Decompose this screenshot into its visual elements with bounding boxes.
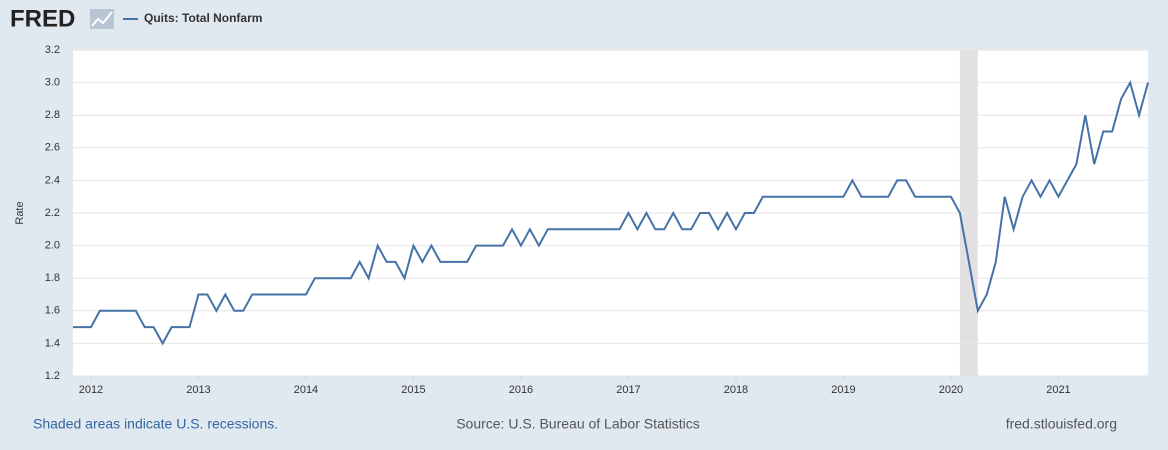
x-tick-label: 2015 [401,384,425,396]
x-tick-label: 2021 [1046,384,1070,396]
source: Source: U.S. Bureau of Labor Statistics [456,416,700,432]
x-tick-label: 2012 [79,384,103,396]
y-axis-label: Rate [14,201,26,224]
y-tick-label: 2.2 [45,207,60,219]
logo: FRED [10,5,75,32]
x-tick-label: 2016 [509,384,533,396]
x-tick-label: 2018 [724,384,748,396]
y-tick-label: 1.8 [45,272,60,284]
y-tick-label: 1.6 [45,305,60,317]
y-tick-label: 3.0 [45,77,60,89]
y-tick-label: 3.2 [45,44,60,56]
y-tick-label: 2.8 [45,109,60,121]
legend-label: Quits: Total Nonfarm [144,11,262,25]
y-tick-label: 2.4 [45,174,60,186]
x-tick-label: 2017 [616,384,640,396]
site: fred.stlouisfed.org [1006,416,1117,432]
y-tick-label: 2.0 [45,240,60,252]
x-tick-label: 2020 [939,384,963,396]
x-tick-label: 2014 [294,384,318,396]
x-tick-label: 2019 [831,384,855,396]
y-tick-label: 1.2 [45,370,60,382]
y-tick-label: 1.4 [45,337,60,349]
recession-note: Shaded areas indicate U.S. recessions. [33,416,278,432]
series-line [73,79,1149,346]
logo-icon [90,9,114,29]
y-tick-label: 2.6 [45,142,60,154]
x-tick-label: 2013 [186,384,210,396]
